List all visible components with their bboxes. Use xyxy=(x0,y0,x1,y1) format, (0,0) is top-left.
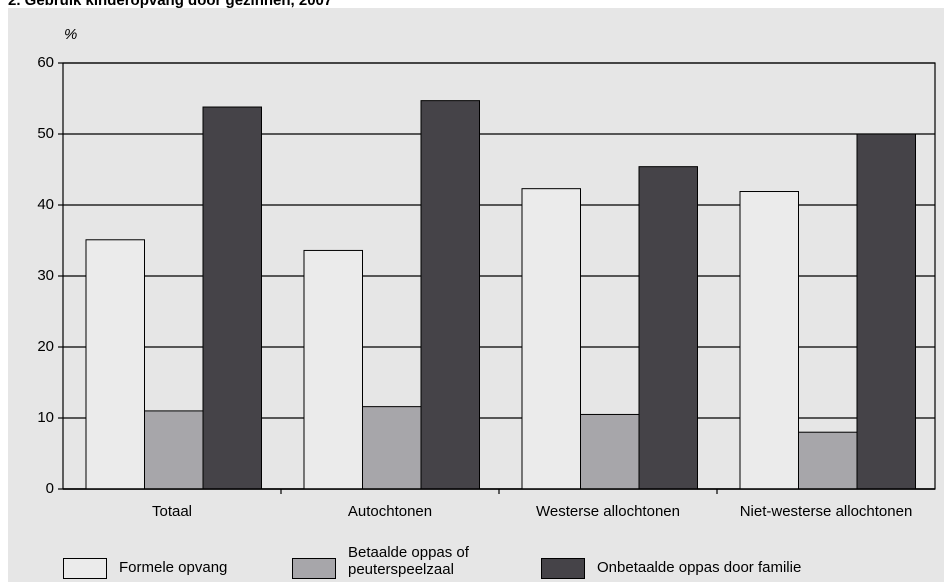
bar xyxy=(739,191,799,490)
bar xyxy=(85,239,145,490)
bar xyxy=(144,410,204,490)
bar xyxy=(856,133,916,490)
bar xyxy=(303,249,363,490)
y-tick-label: 10 xyxy=(37,409,54,426)
y-tick-label: 20 xyxy=(37,338,54,355)
x-tick-label: Autochtonen xyxy=(348,503,432,520)
legend: Formele opvang Betaalde oppas of peutersp… xyxy=(0,540,944,582)
legend-swatch xyxy=(292,557,336,579)
bar xyxy=(580,413,640,490)
legend-item: Onbetaalde oppas door familie xyxy=(541,540,901,582)
y-tick-label: 0 xyxy=(46,480,54,497)
y-tick-label: 50 xyxy=(37,125,54,142)
x-tick-label: Westerse allochtonen xyxy=(536,503,680,520)
legend-swatch xyxy=(63,557,107,579)
legend-item: Betaalde oppas of peuterspeelzaal xyxy=(292,540,522,582)
y-tick-label: 40 xyxy=(37,196,54,213)
bar xyxy=(202,106,262,490)
x-tick-label: Niet-westerse allochtonen xyxy=(740,503,913,520)
legend-item: Formele opvang xyxy=(63,540,263,582)
bar xyxy=(420,100,480,490)
y-axis-label: % xyxy=(64,26,77,43)
bar xyxy=(638,166,698,490)
chart-title: 2. Gebruik kinderopvang door gezinnen, 2… xyxy=(8,0,332,9)
y-tick-label: 60 xyxy=(37,54,54,71)
bar xyxy=(362,406,422,490)
bar xyxy=(521,188,581,490)
legend-swatch xyxy=(541,557,585,579)
legend-label: Onbetaalde oppas door familie xyxy=(597,558,802,576)
y-tick-label: 30 xyxy=(37,267,54,284)
legend-label: Betaalde oppas of peuterspeelzaal xyxy=(348,544,469,578)
legend-label: Formele opvang xyxy=(119,558,228,576)
bar xyxy=(798,431,858,490)
x-tick-label: Totaal xyxy=(152,503,192,520)
